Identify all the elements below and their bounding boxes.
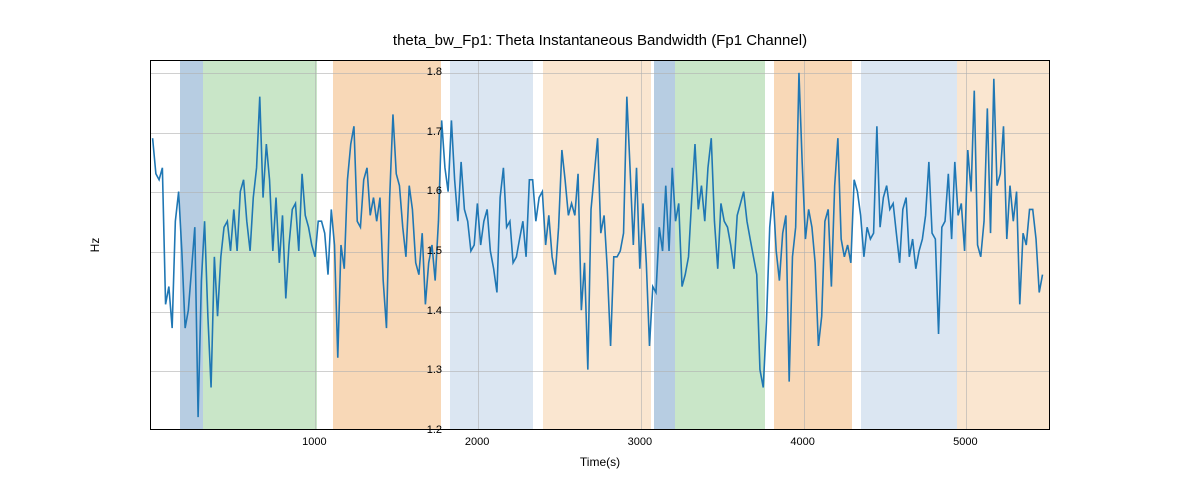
x-axis-label: Time(s) [580,455,620,469]
x-tick-label: 2000 [465,436,489,448]
y-tick-label: 1.4 [120,305,442,317]
y-tick-label: 1.8 [120,66,442,78]
x-tick-label: 4000 [790,436,814,448]
y-tick-label: 1.5 [120,245,442,257]
y-tick-label: 1.3 [120,364,442,376]
chart-title: theta_bw_Fp1: Theta Instantaneous Bandwi… [150,32,1050,49]
y-axis-label: Hz [88,238,102,253]
x-tick-label: 5000 [953,436,977,448]
x-tick-label: 1000 [302,436,326,448]
y-tick-label: 1.2 [120,424,442,436]
x-tick-label: 3000 [628,436,652,448]
y-tick-label: 1.6 [120,185,442,197]
y-tick-label: 1.7 [120,126,442,138]
